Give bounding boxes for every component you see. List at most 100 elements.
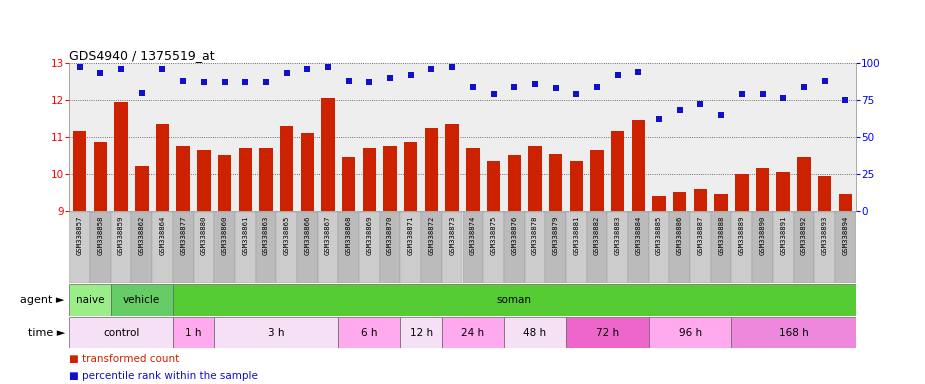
- Bar: [215, 212, 235, 283]
- Point: [817, 78, 832, 84]
- Point: [589, 84, 604, 90]
- Bar: [280, 126, 293, 211]
- Bar: [69, 212, 90, 283]
- Text: GSM338862: GSM338862: [139, 215, 145, 255]
- Point: [383, 74, 398, 81]
- Point: [693, 101, 708, 108]
- Bar: [648, 212, 670, 283]
- Text: 24 h: 24 h: [462, 328, 485, 338]
- Bar: [835, 212, 856, 283]
- Bar: [380, 212, 401, 283]
- Text: 72 h: 72 h: [596, 328, 619, 338]
- Text: GSM338860: GSM338860: [222, 215, 228, 255]
- Bar: [363, 148, 376, 211]
- Bar: [301, 133, 314, 211]
- Point: [776, 95, 791, 101]
- Text: GSM338861: GSM338861: [242, 215, 248, 255]
- Bar: [466, 148, 479, 211]
- Point: [424, 66, 438, 72]
- Bar: [69, 284, 111, 316]
- Bar: [694, 189, 708, 211]
- Text: 168 h: 168 h: [779, 328, 808, 338]
- Point: [631, 69, 646, 75]
- Bar: [566, 212, 586, 283]
- Bar: [111, 212, 131, 283]
- Bar: [776, 172, 790, 211]
- Bar: [670, 212, 690, 283]
- Text: GSM338882: GSM338882: [594, 215, 600, 255]
- Bar: [690, 212, 710, 283]
- Point: [93, 70, 108, 76]
- Text: GSM338883: GSM338883: [615, 215, 621, 255]
- Text: GSM338889: GSM338889: [739, 215, 745, 255]
- Point: [134, 89, 149, 96]
- Point: [300, 66, 314, 72]
- Bar: [135, 167, 149, 211]
- Text: GSM338888: GSM338888: [718, 215, 724, 255]
- Bar: [317, 212, 339, 283]
- Text: GSM338857: GSM338857: [77, 215, 82, 255]
- Text: GSM338869: GSM338869: [366, 215, 373, 255]
- Bar: [590, 150, 604, 211]
- Text: soman: soman: [497, 295, 532, 305]
- Bar: [401, 212, 421, 283]
- Bar: [90, 212, 111, 283]
- Bar: [442, 317, 504, 348]
- Text: GSM338891: GSM338891: [780, 215, 786, 255]
- Bar: [839, 194, 852, 211]
- Text: GSM338878: GSM338878: [532, 215, 538, 255]
- Point: [114, 66, 129, 72]
- Text: 3 h: 3 h: [268, 328, 285, 338]
- Text: GSM338894: GSM338894: [843, 215, 848, 255]
- Text: GSM338885: GSM338885: [656, 215, 662, 255]
- Point: [321, 65, 336, 71]
- Bar: [442, 212, 462, 283]
- Point: [341, 78, 356, 84]
- Point: [549, 85, 563, 91]
- Text: 1 h: 1 h: [185, 328, 202, 338]
- Bar: [277, 212, 297, 283]
- Bar: [504, 317, 566, 348]
- Bar: [483, 212, 504, 283]
- Bar: [235, 212, 255, 283]
- Bar: [425, 127, 438, 211]
- Point: [238, 79, 253, 85]
- Bar: [773, 212, 794, 283]
- Text: GSM338893: GSM338893: [821, 215, 828, 255]
- Text: agent ►: agent ►: [20, 295, 65, 305]
- Text: GSM338892: GSM338892: [801, 215, 807, 255]
- Text: GSM338886: GSM338886: [677, 215, 683, 255]
- Bar: [404, 142, 417, 211]
- Bar: [155, 124, 169, 211]
- Text: GSM338887: GSM338887: [697, 215, 703, 255]
- Text: GSM338859: GSM338859: [118, 215, 124, 255]
- Bar: [570, 161, 583, 211]
- Text: GSM338881: GSM338881: [574, 215, 579, 255]
- Bar: [239, 148, 252, 211]
- Text: ■ percentile rank within the sample: ■ percentile rank within the sample: [69, 371, 258, 381]
- Bar: [111, 284, 173, 316]
- Text: vehicle: vehicle: [123, 295, 160, 305]
- Point: [196, 79, 211, 85]
- Text: GSM338890: GSM338890: [759, 215, 766, 255]
- Bar: [115, 102, 128, 211]
- Bar: [462, 212, 483, 283]
- Bar: [648, 317, 732, 348]
- Point: [672, 107, 687, 113]
- Text: GDS4940 / 1375519_at: GDS4940 / 1375519_at: [69, 49, 215, 62]
- Bar: [756, 168, 770, 211]
- Point: [796, 84, 811, 90]
- Text: GSM338874: GSM338874: [470, 215, 475, 255]
- Text: ■ transformed count: ■ transformed count: [69, 354, 179, 364]
- Bar: [818, 176, 832, 211]
- Bar: [339, 317, 401, 348]
- Point: [487, 91, 501, 97]
- Bar: [632, 120, 645, 211]
- Bar: [487, 161, 500, 211]
- Text: GSM338863: GSM338863: [263, 215, 269, 255]
- Bar: [732, 317, 856, 348]
- Bar: [710, 212, 732, 283]
- Bar: [714, 194, 728, 211]
- Bar: [797, 157, 810, 211]
- Bar: [545, 212, 566, 283]
